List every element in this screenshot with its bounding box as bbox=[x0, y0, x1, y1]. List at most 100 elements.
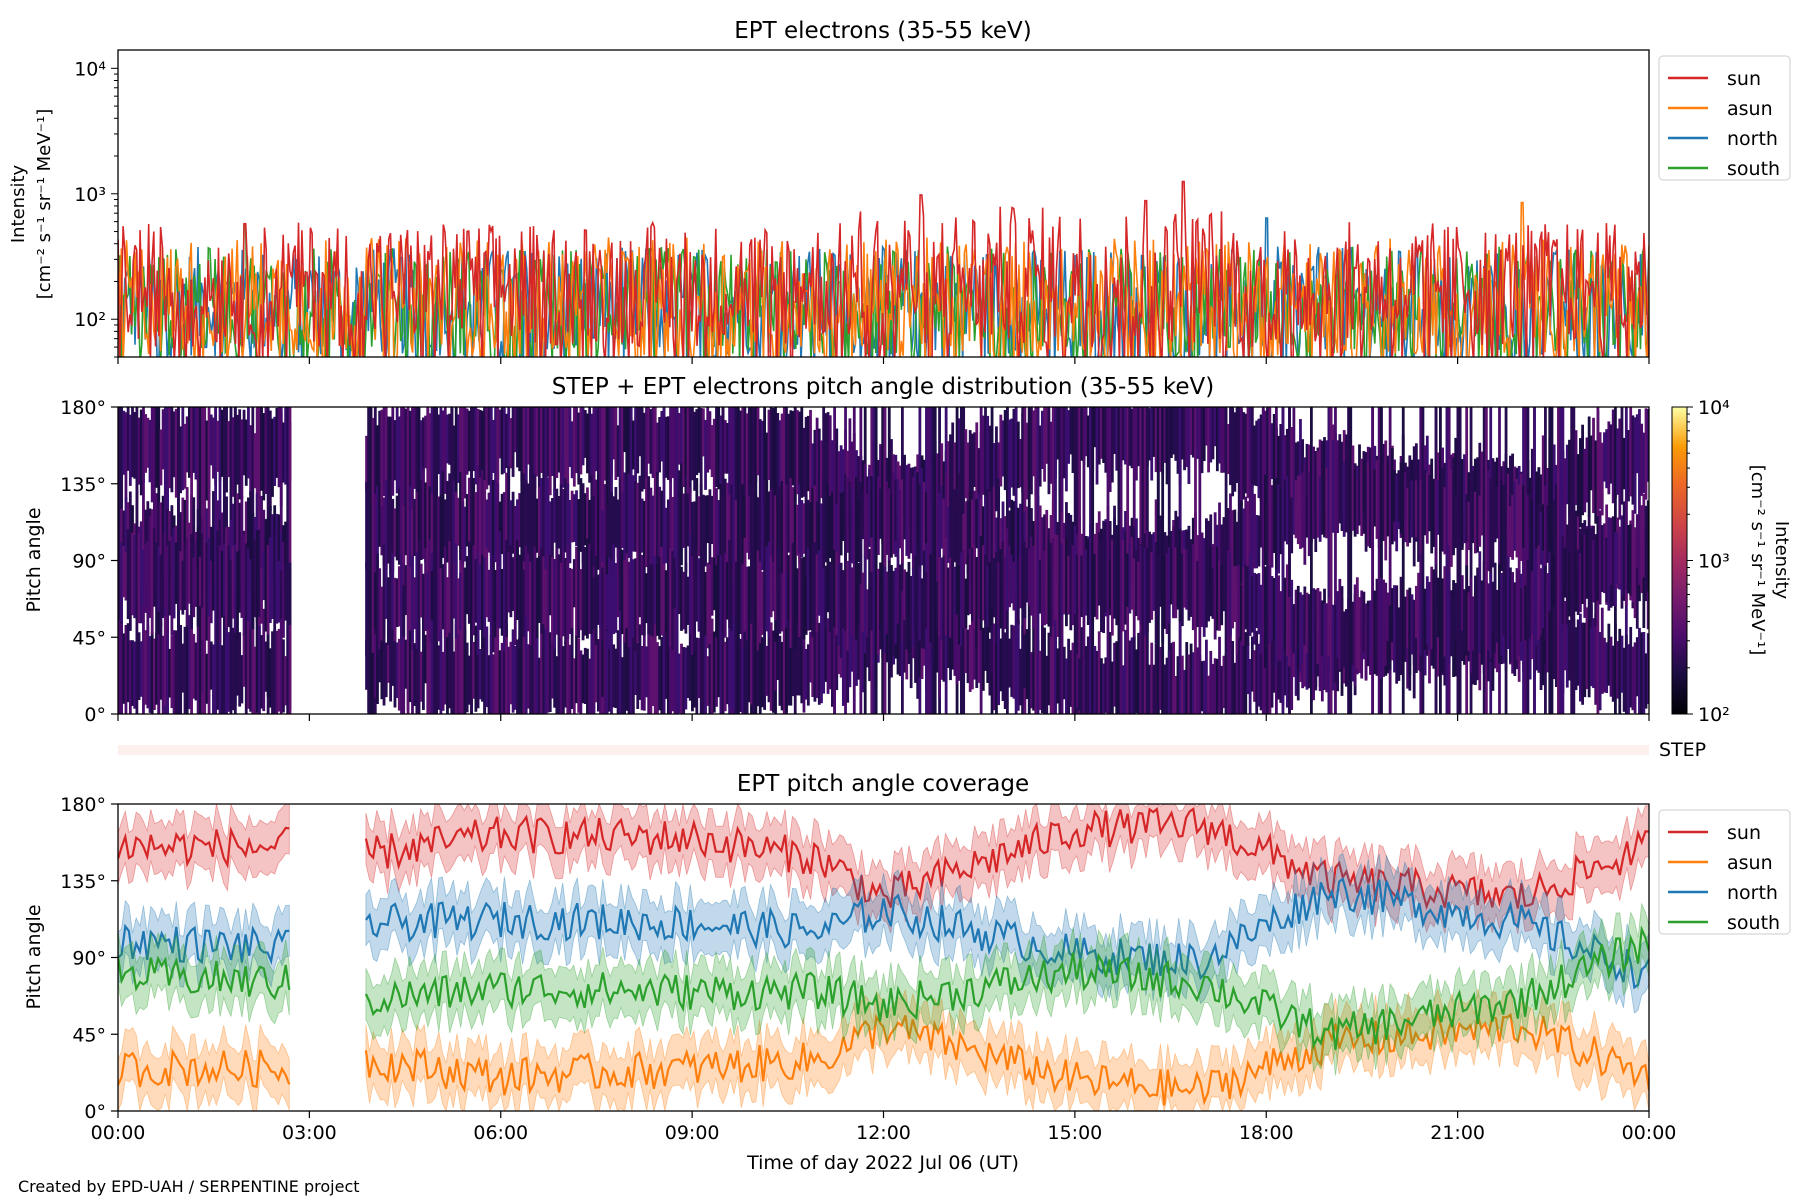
pad-cell-asun bbox=[1272, 632, 1276, 693]
pad-cell-sun bbox=[857, 456, 861, 515]
pad-cell-asun bbox=[627, 645, 631, 714]
pad-cell-north bbox=[579, 478, 583, 552]
pad-cell-asun bbox=[645, 646, 648, 698]
colorbar-tick-label: 10⁴ bbox=[1698, 397, 1730, 419]
pad-cell-sun bbox=[1115, 407, 1119, 471]
pad-cell-north bbox=[970, 499, 974, 591]
pad-cell-north bbox=[1428, 474, 1431, 532]
pad-cell-sun bbox=[1226, 424, 1230, 474]
x-tick-label: 06:00 bbox=[473, 1122, 528, 1144]
y-tick-label: 10⁴ bbox=[74, 58, 106, 80]
pad-cell-north bbox=[911, 477, 915, 570]
pad-cell-south bbox=[422, 573, 425, 640]
pad-cell-sun bbox=[704, 419, 707, 490]
pad-cell-sun bbox=[964, 429, 968, 499]
pad-cell-south bbox=[1229, 552, 1232, 636]
pad-cell-asun bbox=[951, 613, 955, 670]
pad-cell-north bbox=[627, 473, 631, 558]
pad-cell-south bbox=[666, 555, 670, 649]
pad-cell-south bbox=[695, 550, 699, 622]
pad-cell-asun bbox=[789, 628, 793, 706]
pad-cell-south bbox=[1384, 582, 1388, 666]
pad-cell-south bbox=[621, 549, 624, 635]
pad-cell-north bbox=[1362, 459, 1366, 513]
pad-cell-south bbox=[979, 536, 983, 631]
pad-cell-south bbox=[1211, 568, 1215, 619]
pad-cell-sun bbox=[472, 407, 476, 472]
pad-cell-north bbox=[522, 473, 526, 562]
pad-cell-south bbox=[1183, 548, 1186, 608]
pad-cell-north bbox=[1045, 509, 1049, 605]
pad-cell-south bbox=[981, 545, 985, 621]
pad-cell-asun bbox=[577, 638, 581, 713]
panel1-x-ticks bbox=[117, 357, 1650, 364]
pad-cell-sun bbox=[651, 407, 655, 478]
pad-cell-south bbox=[793, 556, 797, 651]
pad-cell-asun bbox=[680, 643, 683, 714]
pad-cell-south bbox=[1559, 407, 1563, 714]
pad-cell-sun bbox=[769, 407, 773, 493]
pad-cell-south bbox=[1285, 564, 1289, 656]
pad-cell-north bbox=[990, 488, 994, 568]
pad-cell-north bbox=[898, 489, 902, 549]
pad-cell-sun bbox=[588, 407, 592, 483]
pad-cell-south bbox=[664, 570, 668, 634]
pad-cell-south bbox=[1191, 544, 1195, 631]
pad-cell-asun bbox=[837, 618, 841, 675]
pad-cell-south bbox=[638, 557, 642, 618]
pad-cell-south bbox=[251, 544, 255, 630]
pad-cell-asun bbox=[717, 639, 721, 698]
pad-cell-asun bbox=[1012, 625, 1016, 699]
pad-cell-north bbox=[229, 519, 233, 586]
pad-cell-south bbox=[892, 570, 896, 657]
pad-cell-north bbox=[1019, 503, 1022, 602]
pad-cell-asun bbox=[572, 658, 576, 714]
pad-cell-sun bbox=[666, 416, 670, 480]
pad-cell-sun bbox=[548, 407, 552, 496]
pad-cell-south bbox=[677, 557, 681, 614]
pad-cell-sun bbox=[680, 407, 683, 488]
pad-cell-asun bbox=[1100, 658, 1103, 714]
pad-cell-north bbox=[408, 486, 412, 588]
pad-cell-north bbox=[437, 496, 441, 573]
pad-cell-north bbox=[1233, 509, 1237, 570]
pad-cell-north bbox=[728, 494, 731, 583]
pad-cell-north bbox=[719, 484, 723, 565]
pad-cell-south bbox=[1065, 537, 1068, 627]
pad-cell-sun bbox=[137, 417, 141, 485]
pad-cell-sun bbox=[1097, 407, 1101, 465]
pad-cell-north bbox=[492, 480, 495, 578]
pad-cell-sun bbox=[187, 407, 191, 478]
pad-cell-sun bbox=[1032, 410, 1036, 477]
colorbar-tick-label: 10² bbox=[1698, 704, 1730, 726]
pad-cell-asun bbox=[1631, 646, 1635, 711]
coverage-line-north bbox=[118, 923, 290, 965]
pad-cell-north bbox=[922, 482, 926, 552]
pad-cell-asun bbox=[1069, 650, 1073, 707]
pad-cell-sun bbox=[1644, 408, 1648, 500]
pad-cell-sun bbox=[623, 407, 627, 453]
pad-cell-north bbox=[1576, 516, 1580, 573]
pad-cell-asun bbox=[1211, 663, 1215, 714]
pad-cell-south bbox=[835, 551, 839, 636]
pad-cell-sun bbox=[238, 409, 242, 500]
pad-cell-north bbox=[1517, 484, 1521, 574]
pad-cell-south bbox=[955, 566, 959, 615]
panel2-y-axis: 0°45°90°135°180° bbox=[60, 397, 118, 726]
pad-cell-south bbox=[533, 546, 537, 637]
pad-cell-south bbox=[203, 407, 207, 714]
pad-cell-south bbox=[881, 407, 885, 714]
pad-cell-north bbox=[789, 478, 793, 575]
pad-cell-south bbox=[686, 576, 690, 625]
pad-cell-south bbox=[1371, 407, 1375, 714]
pad-cell-sun bbox=[365, 435, 368, 492]
pad-cell-sun bbox=[684, 407, 688, 488]
pad-cell-north bbox=[618, 478, 622, 576]
pad-cell-south bbox=[1283, 577, 1287, 650]
pad-cell-south bbox=[1522, 548, 1525, 642]
pad-cell-south bbox=[1535, 548, 1539, 646]
pad-cell-asun bbox=[487, 655, 491, 714]
pad-cell-asun bbox=[896, 598, 900, 675]
pad-cell-north bbox=[155, 493, 158, 587]
